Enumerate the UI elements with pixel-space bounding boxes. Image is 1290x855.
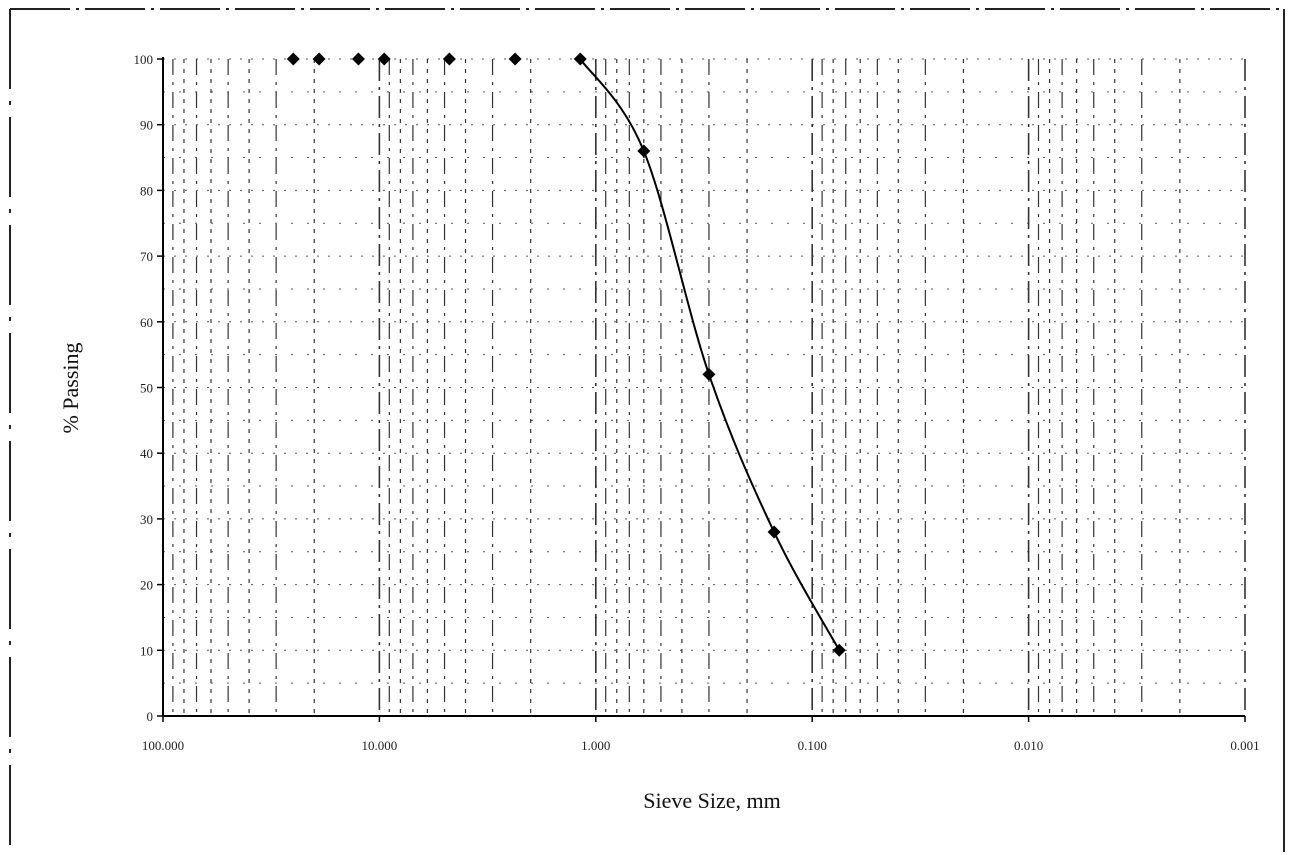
y-tick-label: 0: [147, 709, 154, 724]
y-tick-label: 10: [140, 643, 153, 658]
x-tick-label: 0.100: [798, 738, 827, 753]
data-point-marker: [637, 144, 651, 158]
y-axis-title: % Passing: [58, 342, 83, 433]
chart-border: [9, 8, 1285, 852]
data-point-marker: [312, 52, 326, 66]
data-point-marker: [832, 643, 846, 657]
data-point-marker: [377, 52, 391, 66]
data-point-marker: [573, 52, 587, 66]
data-point-marker: [442, 52, 456, 66]
axes: [157, 57, 1246, 722]
x-tick-label: 0.001: [1230, 738, 1259, 753]
data-point-marker: [767, 525, 781, 539]
y-tick-label: 60: [140, 315, 153, 330]
y-tick-label: 30: [140, 512, 153, 527]
y-tick-label: 80: [140, 183, 153, 198]
y-tick-label: 20: [140, 578, 153, 593]
y-tick-label: 50: [140, 381, 153, 396]
grid-lines: [162, 58, 1246, 716]
data-series: [286, 52, 846, 657]
y-tick-label: 40: [140, 446, 153, 461]
gradation-curve: [579, 58, 841, 651]
data-point-marker: [508, 52, 522, 66]
data-point-marker: [351, 52, 365, 66]
x-tick-label: 0.010: [1014, 738, 1043, 753]
y-tick-label: 100: [134, 52, 154, 67]
x-tick-label: 100.000: [142, 738, 184, 753]
x-axis-title: Sieve Size, mm: [643, 788, 780, 813]
y-tick-label: 90: [140, 118, 153, 133]
data-point-marker: [702, 367, 716, 381]
y-tick-label: 70: [140, 249, 153, 264]
data-point-marker: [286, 52, 300, 66]
tick-labels: 0 10 20 30 40 50 60 70 80 90 100 100.000 10.000 1.000…: [134, 52, 1260, 753]
x-tick-label: 1.000: [581, 738, 610, 753]
x-tick-label: 10.000: [362, 738, 398, 753]
